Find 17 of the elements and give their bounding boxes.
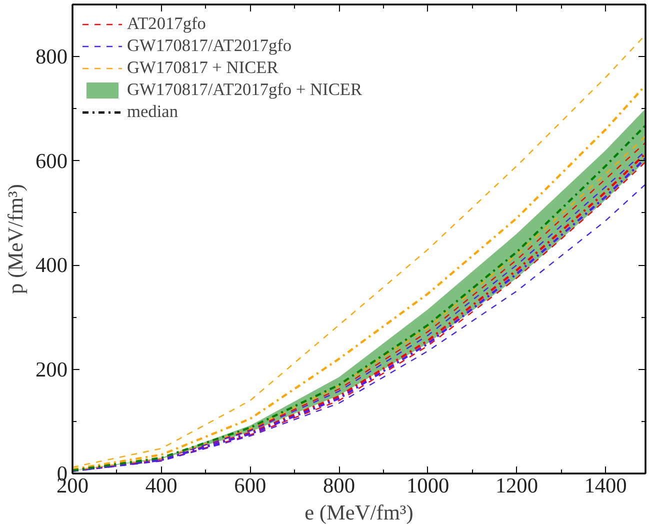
x-tick-label: 1000 bbox=[406, 474, 450, 498]
y-axis-title: p (MeV/fm³) bbox=[4, 184, 28, 294]
legend-label: median bbox=[127, 102, 178, 122]
y-tick-label: 400 bbox=[36, 253, 68, 278]
x-tick-label: 400 bbox=[145, 474, 178, 498]
legend-label: GW170817/AT2017gfo + NICER bbox=[127, 80, 362, 100]
x-tick-label: 1400 bbox=[584, 474, 627, 498]
x-tick-label: 800 bbox=[323, 474, 356, 498]
legend-label: AT2017gfo bbox=[127, 14, 206, 34]
y-tick-label: 600 bbox=[36, 148, 68, 173]
x-tick-label: 600 bbox=[234, 474, 266, 498]
x-tick-label: 1200 bbox=[495, 474, 538, 498]
y-tick-label: 800 bbox=[36, 44, 68, 69]
legend-label: GW170817/AT2017gfo bbox=[127, 36, 292, 56]
legend-label: GW170817 + NICER bbox=[127, 58, 278, 78]
y-tick-label: 200 bbox=[36, 357, 68, 382]
x-axis-title: e (MeV/fm³) bbox=[304, 500, 414, 524]
